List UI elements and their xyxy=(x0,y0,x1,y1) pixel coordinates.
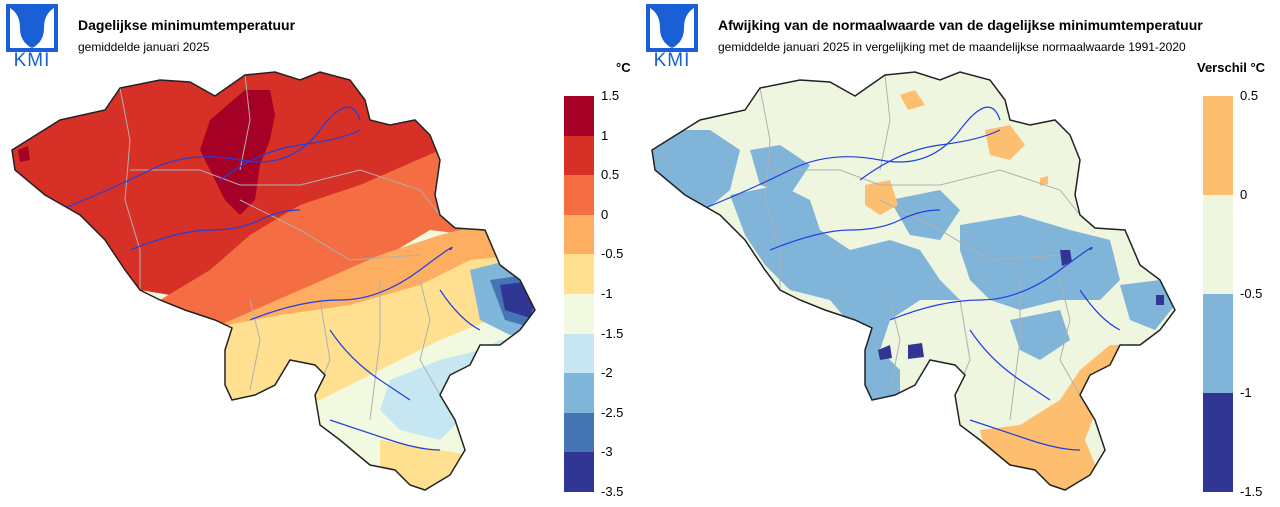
left-legend-swatch xyxy=(564,333,594,374)
left-map-subtitle: gemiddelde januari 2025 xyxy=(78,40,210,54)
right-legend-swatch xyxy=(1203,294,1233,393)
left-legend-tick-label: 0 xyxy=(601,206,609,222)
right-legend-unit: Verschil °C xyxy=(1197,60,1266,75)
left-legend-tick-label: 0.5 xyxy=(601,167,620,183)
kmi-logo: KMI xyxy=(6,4,58,74)
right-legend-swatch xyxy=(1203,393,1233,492)
kmi-logo-mark-icon xyxy=(6,4,58,52)
left-legend-swatch xyxy=(564,214,594,255)
left-legend-swatch xyxy=(564,96,594,136)
left-legend-tick-label: -3 xyxy=(601,444,613,460)
left-legend-tick-label: 1 xyxy=(601,127,609,143)
left-legend-swatch xyxy=(564,452,594,492)
kmi-logo: KMI xyxy=(646,4,698,74)
right-legend-tick-label: -0.5 xyxy=(1240,286,1263,301)
left-legend-swatch xyxy=(564,135,594,176)
right-map-title: Afwijking van de normaalwaarde van de da… xyxy=(718,17,1203,33)
left-legend-swatch xyxy=(564,254,594,294)
left-legend-swatch xyxy=(564,412,594,453)
left-legend-swatch xyxy=(564,373,594,413)
left-legend-tick-label: -2 xyxy=(601,365,613,381)
left-legend-tick-label: -1.5 xyxy=(601,325,624,341)
left-legend-tick-label: -1 xyxy=(601,286,613,301)
right-legend-tick-label: -1.5 xyxy=(1240,484,1263,499)
left-legend-swatch xyxy=(564,175,594,215)
left-legend-tick-label: -2.5 xyxy=(601,404,624,420)
left-legend-unit: °C xyxy=(616,60,631,75)
right-legend-swatch xyxy=(1203,195,1233,294)
left-legend-tick-label: -3.5 xyxy=(601,484,624,499)
belgium-border xyxy=(651,71,1176,491)
right-map-subtitle: gemiddelde januari 2025 in vergelijking … xyxy=(718,40,1186,54)
right-legend-tick-label: -1 xyxy=(1240,385,1252,400)
right-legend-tick-label: 0 xyxy=(1240,187,1248,202)
left-legend-tick-label: 1.5 xyxy=(601,88,620,103)
left-map-panel: KMI Dagelijkse minimumtemperatuur gemidd… xyxy=(6,4,634,500)
right-legend-swatch xyxy=(1203,96,1233,195)
left-legend-tick-label: -0.5 xyxy=(601,246,624,262)
right-legend: Verschil °C 0.5 0 -0.5 -1 -1.5 xyxy=(1197,60,1278,500)
belgium-min-temp-map xyxy=(11,71,536,491)
kmi-logo-text: KMI xyxy=(653,50,691,71)
belgium-temp-anomaly-map xyxy=(651,71,1176,491)
left-legend-swatch xyxy=(564,294,594,334)
left-legend: °C 1.5 1 0.5 0 -0.5 -1 -1.5 -2 -2.5 -3 -3.5 xyxy=(564,60,634,500)
left-map-title: Dagelijkse minimumtemperatuur xyxy=(78,17,296,33)
kmi-logo-text: KMI xyxy=(13,50,51,71)
right-map-panel: KMI Afwijking van de normaalwaarde van d… xyxy=(640,0,1280,507)
belgium-border xyxy=(11,71,536,491)
right-legend-tick-label: 0.5 xyxy=(1240,88,1259,103)
kmi-logo-mark-icon xyxy=(646,4,698,52)
